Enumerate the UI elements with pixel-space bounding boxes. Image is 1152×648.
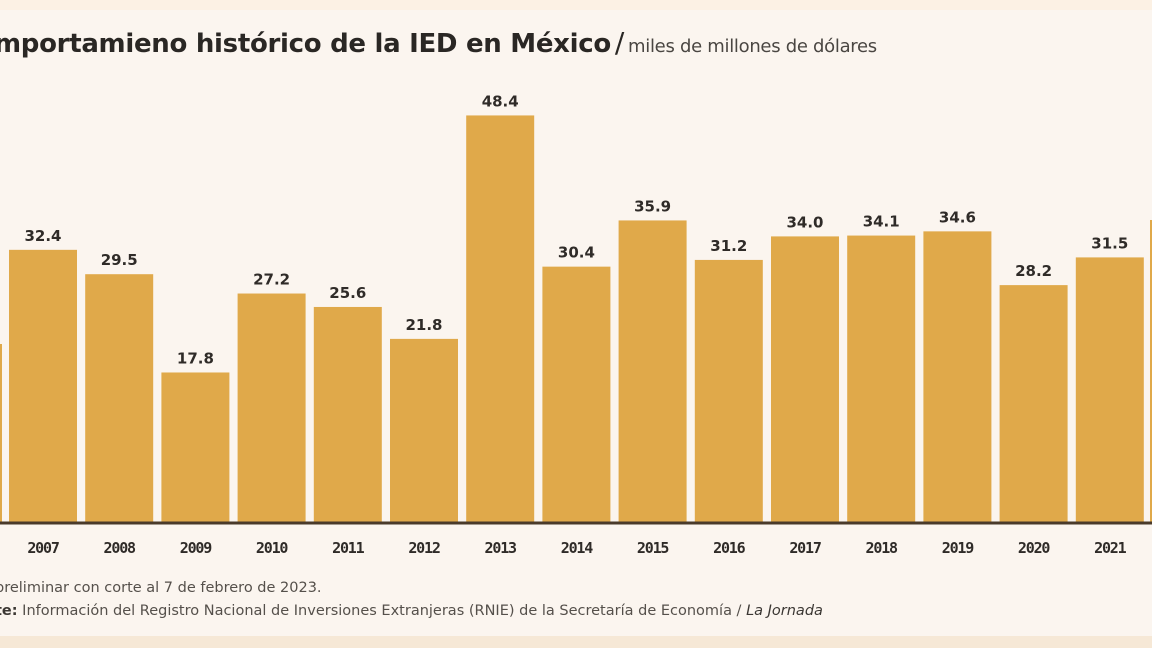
value-label-2011: 25.6 <box>329 284 366 302</box>
source-prefix: te: <box>0 603 18 619</box>
value-label-2020: 28.2 <box>1015 262 1052 280</box>
bar-2007 <box>9 249 77 522</box>
title-separator: / <box>614 26 625 59</box>
x-tick-2010: 2010 <box>256 539 288 557</box>
value-label-2010: 27.2 <box>253 271 290 289</box>
bar-2015 <box>618 220 687 522</box>
bar-cropped-left <box>0 344 2 522</box>
x-tick-2011: 2011 <box>332 539 364 557</box>
chart-units: miles de millones de dólares <box>628 36 877 57</box>
bar-2013 <box>466 115 535 522</box>
bar-2009 <box>161 372 230 522</box>
chart-title-main: mportamieno histórico de la IED en Méxic… <box>0 29 611 59</box>
footnote-preliminary: preliminar con corte al 7 de febrero de … <box>0 580 322 596</box>
footnote-source: te: Información del Registro Nacional de… <box>0 603 823 619</box>
value-label-2021: 31.5 <box>1091 234 1128 252</box>
bar-2010 <box>237 293 306 522</box>
x-tick-2015: 2015 <box>637 539 669 557</box>
x-tick-2007: 2007 <box>27 539 58 557</box>
source-outlet: La Jornada <box>746 603 823 619</box>
bar-2012 <box>390 338 458 522</box>
value-label-2012: 21.8 <box>405 316 442 334</box>
x-tick-2016: 2016 <box>713 539 745 557</box>
value-label-2014: 30.4 <box>558 244 595 262</box>
bar-2011 <box>313 306 382 522</box>
bar-cropped-right <box>1150 220 1152 522</box>
x-tick-2017: 2017 <box>789 539 820 557</box>
bar-2018 <box>847 235 916 522</box>
bar-2017 <box>771 236 839 522</box>
x-tick-2009: 2009 <box>180 539 212 557</box>
bar-2014 <box>542 266 611 522</box>
x-tick-2014: 2014 <box>561 539 593 557</box>
value-label-2008: 29.5 <box>101 251 138 269</box>
x-tick-2021: 2021 <box>1094 539 1126 557</box>
value-label-2013: 48.4 <box>482 92 519 110</box>
value-label-2007: 32.4 <box>24 227 61 245</box>
bar-2020 <box>999 285 1068 522</box>
value-label-2009: 17.8 <box>177 349 214 367</box>
x-tick-2019: 2019 <box>942 539 974 557</box>
x-tick-2008: 2008 <box>104 539 136 557</box>
top-band <box>0 0 1152 10</box>
x-tick-2020: 2020 <box>1018 539 1050 557</box>
x-tick-2018: 2018 <box>866 539 898 557</box>
value-label-2018: 34.1 <box>863 213 900 231</box>
x-tick-2013: 2013 <box>485 539 517 557</box>
source-text: Información del Registro Nacional de Inv… <box>17 603 747 619</box>
value-label-2019: 34.6 <box>939 208 976 226</box>
x-tick-2012: 2012 <box>408 539 439 557</box>
value-label-2015: 35.9 <box>634 197 671 215</box>
bottom-band <box>0 636 1152 648</box>
bar-2008 <box>85 274 154 522</box>
value-label-2017: 34.0 <box>786 213 823 231</box>
bar-2021 <box>1075 257 1144 522</box>
value-label-2016: 31.2 <box>710 237 747 255</box>
bar-2019 <box>923 231 992 523</box>
chart-title: mportamieno histórico de la IED en Méxic… <box>0 26 877 59</box>
bar-2016 <box>694 259 763 522</box>
